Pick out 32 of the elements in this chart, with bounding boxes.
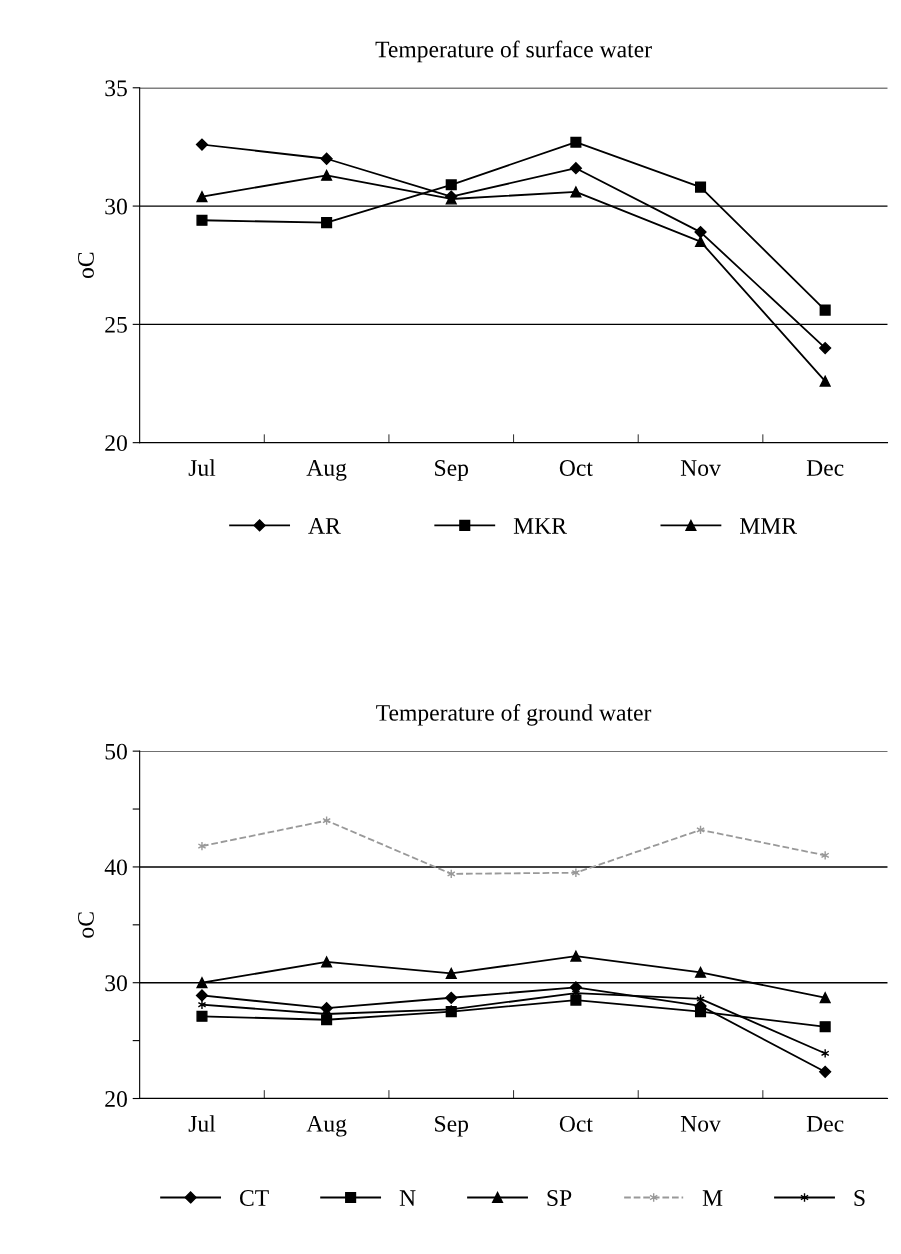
x-tick-label: Dec	[806, 460, 844, 476]
legend-label: S	[854, 1190, 865, 1206]
x-tick-label: Oct	[559, 460, 593, 476]
legend-label: CT	[239, 1190, 269, 1206]
y-tick-label: 30	[105, 198, 127, 215]
y-tick-label: 25	[105, 316, 127, 333]
legend-label: N	[399, 1190, 416, 1206]
x-tick-label: Nov	[680, 460, 721, 476]
x-tick-label: Sep	[435, 1115, 469, 1137]
y-tick-label: 20	[105, 435, 127, 452]
chart-title: Temperature of ground water	[376, 703, 652, 726]
x-tick-label: Sep	[435, 460, 469, 481]
legend-label: MMR	[740, 518, 798, 534]
legend-label: MKR	[513, 518, 567, 534]
legend-label: M	[702, 1190, 723, 1206]
x-tick-label: Oct	[559, 1115, 593, 1132]
x-tick-label: Aug	[306, 460, 347, 481]
y-axis-title: oC	[78, 912, 94, 938]
y-tick-label: 50	[105, 743, 127, 760]
y-tick-label: 20	[105, 1090, 127, 1107]
y-axis-title: oC	[78, 252, 94, 279]
x-tick-label: Dec	[806, 1116, 844, 1132]
x-tick-label: Jul	[188, 1115, 216, 1132]
legend-label: SP	[547, 1190, 572, 1206]
x-tick-label: Nov	[680, 1116, 721, 1132]
y-tick-label: 40	[104, 859, 127, 876]
chart-title: Temperature of surface water	[375, 40, 652, 63]
x-tick-label: Aug	[306, 1115, 347, 1137]
x-tick-label: Jul	[188, 459, 216, 476]
y-tick-label: 30	[105, 975, 127, 992]
legend-label: AR	[308, 518, 341, 534]
y-tick-label: 35	[105, 80, 127, 97]
